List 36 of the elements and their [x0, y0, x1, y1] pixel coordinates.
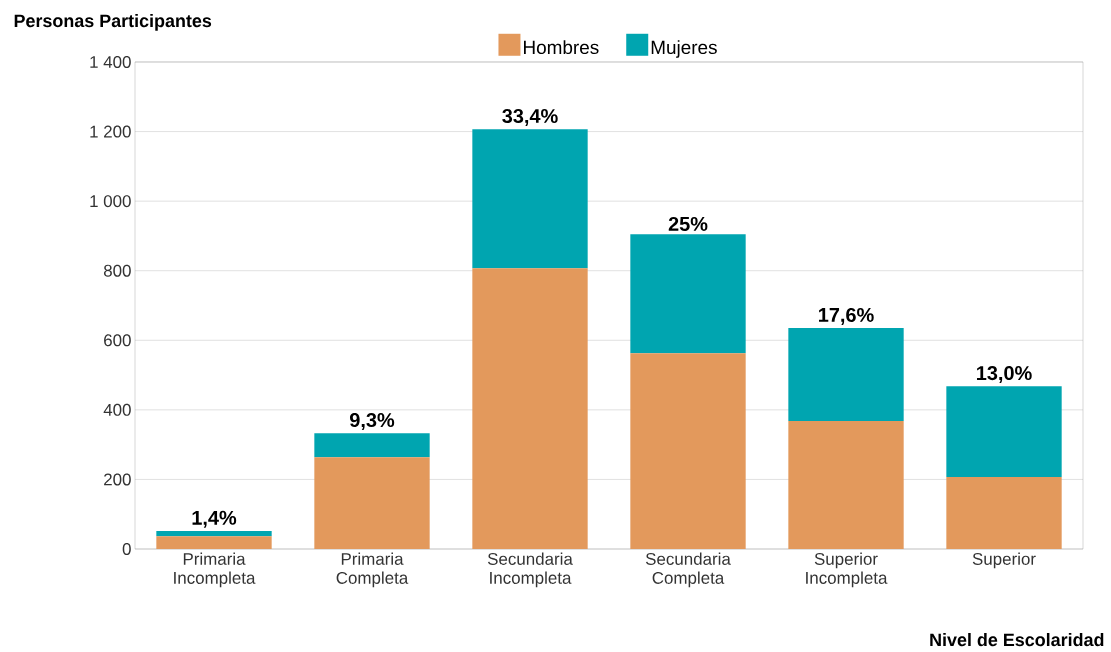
x-tick-label: Primaria Completa — [336, 552, 409, 588]
bar — [630, 353, 746, 549]
bar — [156, 530, 272, 537]
annotation: 1,4% — [192, 510, 237, 528]
y-tick-label: 800 — [103, 264, 131, 277]
x-tick-label: Primaria Incompleta — [174, 552, 256, 588]
y-tick-label: 1 400 — [90, 56, 131, 68]
bar — [314, 433, 430, 458]
x-tick-label: Superior — [972, 552, 1036, 569]
annotation: 25% — [668, 216, 708, 231]
annotation: 17,6% — [819, 307, 874, 325]
y-tick-label: 1 000 — [90, 195, 131, 208]
y-tick-label: 600 — [104, 334, 131, 347]
annotation: 9,3% — [349, 412, 395, 430]
bar — [788, 420, 904, 549]
y-tick-label: 200 — [104, 473, 131, 486]
y-tick-label: 1 200 — [90, 125, 131, 138]
text: Nivel de Escolaridad — [930, 633, 1104, 647]
annotation: 13,0% — [977, 366, 1032, 383]
bar — [156, 536, 272, 549]
y-tick-label: 400 — [103, 403, 131, 416]
legend-label: Mujeres — [651, 40, 717, 58]
y-axis-title: Personas Participantes — [14, 13, 212, 31]
x-tick-label: Secundaria Incompleta — [487, 552, 573, 588]
bar — [314, 457, 430, 549]
y-tick-label: 0 — [122, 543, 131, 555]
bar — [472, 129, 588, 269]
legend-label: Hombres — [524, 40, 599, 55]
annotation: 33,4% — [502, 108, 558, 126]
bar — [946, 476, 1062, 549]
bar — [472, 268, 588, 549]
bar — [946, 386, 1062, 477]
x-tick-label: Superior Incompleta — [806, 552, 888, 588]
bar — [788, 328, 904, 421]
bar — [630, 234, 746, 354]
x-tick-label: Secundaria Completa — [645, 552, 731, 588]
